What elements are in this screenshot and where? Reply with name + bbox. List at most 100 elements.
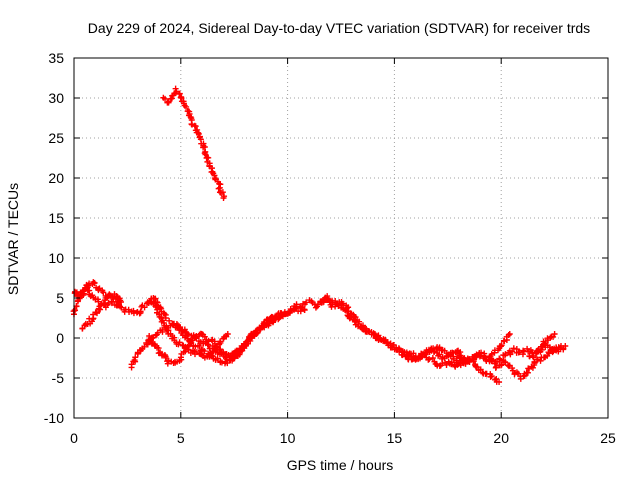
data-point	[173, 88, 180, 95]
data-layer	[70, 85, 569, 385]
y-tick-label: 0	[56, 330, 64, 346]
data-point	[162, 315, 169, 321]
data-point	[436, 344, 443, 351]
data-point	[242, 340, 249, 347]
data-point	[491, 360, 498, 367]
data-point	[205, 338, 212, 345]
data-point	[551, 331, 558, 337]
data-point	[509, 348, 516, 355]
data-point	[524, 345, 531, 352]
data-point	[381, 338, 388, 345]
data-point	[224, 331, 231, 337]
data-point	[176, 339, 183, 346]
data-point	[509, 365, 516, 372]
data-point	[224, 360, 231, 367]
data-point	[466, 356, 473, 363]
y-tick-label: 20	[48, 170, 64, 186]
data-point	[410, 350, 417, 357]
data-point	[216, 346, 223, 353]
data-point	[435, 352, 442, 359]
data-point	[431, 348, 438, 355]
data-point	[91, 280, 98, 287]
data-point	[263, 316, 270, 323]
series-sat-n	[526, 331, 558, 361]
data-point	[159, 328, 166, 335]
data-point	[192, 334, 199, 341]
data-point	[481, 353, 488, 360]
data-point	[529, 364, 536, 371]
data-point	[164, 360, 171, 367]
data-point	[176, 90, 183, 97]
data-point	[158, 350, 165, 357]
data-point	[155, 345, 162, 352]
data-point	[487, 373, 494, 380]
data-point	[100, 289, 107, 296]
data-point	[558, 343, 565, 349]
x-tick-label: 0	[70, 430, 78, 446]
data-point	[323, 295, 330, 302]
data-point	[459, 359, 466, 365]
data-point	[436, 363, 443, 370]
data-point	[217, 339, 224, 346]
data-point	[211, 340, 218, 347]
data-point	[132, 354, 139, 361]
data-point	[365, 328, 372, 335]
data-point	[220, 195, 227, 201]
data-point	[497, 343, 504, 350]
y-tick-label: 15	[48, 210, 64, 226]
data-point	[531, 360, 538, 367]
axis-ticks: 0 5 10 15 20 25 -10 -5 0 5 10 15 20 25 30 35	[44, 50, 616, 446]
data-point	[537, 357, 544, 364]
data-point	[488, 358, 495, 365]
data-point	[529, 352, 536, 359]
data-point	[183, 333, 190, 340]
data-point	[189, 121, 196, 128]
data-point	[506, 331, 513, 337]
data-point	[217, 346, 224, 353]
data-point	[162, 354, 169, 361]
x-tick-label: 10	[280, 430, 296, 446]
plot-frame	[73, 57, 609, 419]
y-tick-label: 5	[56, 290, 64, 306]
data-point	[214, 355, 221, 362]
x-tick-label: 20	[493, 430, 509, 446]
data-point	[183, 103, 190, 110]
data-point	[79, 325, 86, 332]
data-point	[71, 307, 78, 314]
data-point	[510, 345, 517, 352]
x-tick-label: 15	[387, 430, 403, 446]
grid	[74, 58, 608, 418]
series-sat-c	[79, 291, 124, 332]
series-sat-i	[317, 294, 503, 385]
data-point	[477, 352, 484, 359]
data-point	[517, 375, 524, 382]
data-point	[297, 305, 304, 312]
data-point	[205, 154, 212, 161]
data-point	[218, 359, 225, 366]
data-point	[498, 361, 505, 368]
data-point	[93, 310, 100, 317]
data-point	[520, 347, 527, 354]
y-axis-label: SDTVAR / TECUs	[5, 183, 21, 295]
data-point	[201, 333, 208, 340]
y-tick-label: -10	[44, 410, 64, 426]
x-tick-label: 5	[177, 430, 185, 446]
data-point	[254, 327, 261, 334]
series-sat-g	[146, 295, 169, 321]
series-sat-f	[166, 305, 308, 367]
data-point	[154, 299, 161, 306]
data-point	[171, 320, 178, 327]
y-tick-label: 35	[48, 50, 64, 66]
data-point	[496, 379, 503, 385]
data-point	[324, 295, 331, 302]
data-point	[443, 361, 450, 368]
data-point	[521, 372, 528, 379]
data-point	[429, 355, 436, 362]
data-point	[196, 343, 203, 350]
data-point	[201, 348, 208, 355]
data-point	[95, 298, 102, 305]
data-point	[436, 351, 443, 358]
data-point	[278, 311, 285, 318]
data-point	[108, 300, 115, 307]
